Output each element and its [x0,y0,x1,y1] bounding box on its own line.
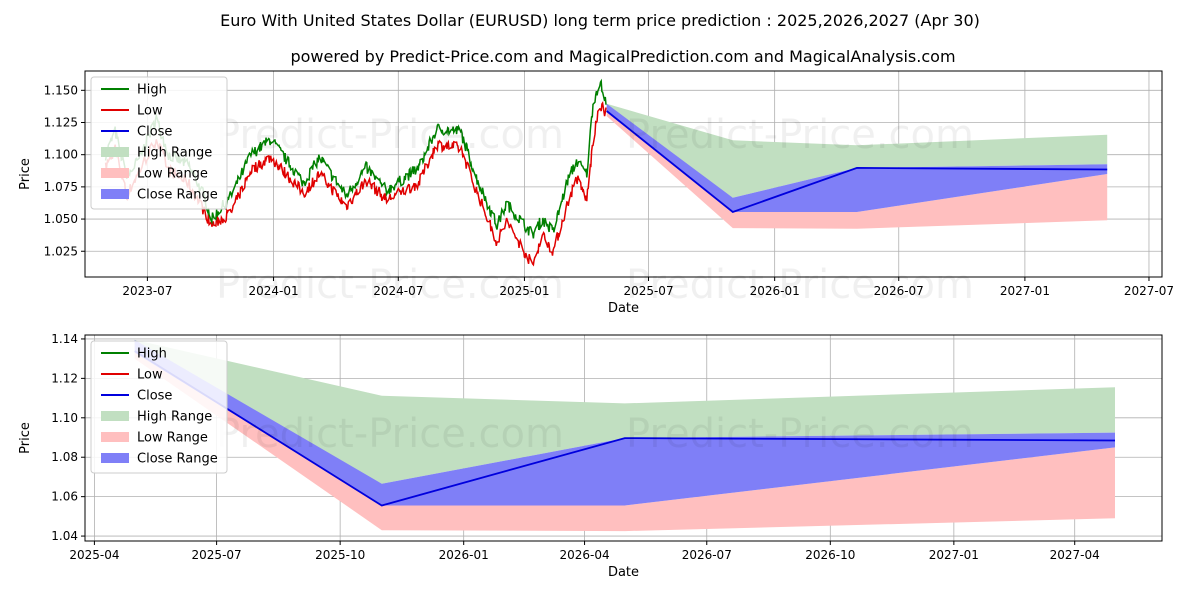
upper-chart-panel: Predict-Price.com Predict-Price.com Predic… [18,70,1174,316]
y-tick-label: 1.125 [44,116,78,130]
legend-high-range-label: High Range [137,410,212,425]
legend-high-label: High [137,347,167,362]
x-tick-label: 2025-01 [499,284,549,298]
y-axis-label: Price [18,158,33,190]
x-tick-label: 2025-07 [192,548,242,562]
y-tick-label: 1.025 [44,244,78,258]
legend: High Low Close High Range Low Range Close Ran… [90,340,228,474]
legend-close-range-swatch [101,189,129,199]
low-range-band [606,111,1108,229]
chart-title: Euro With United States Dollar (EURUSD) … [220,11,980,30]
x-axis-label: Date [608,301,639,316]
low-range-band [134,351,1115,532]
x-tick-label: 2026-01 [439,548,489,562]
legend-high-range-swatch [101,147,129,157]
x-tick-label: 2027-01 [929,548,979,562]
y-tick-label: 1.04 [51,529,78,543]
legend-close-range-swatch [101,453,129,463]
legend-high-range-swatch [101,411,129,421]
x-tick-label: 2024-01 [248,284,298,298]
close-range-band [134,339,1115,506]
y-axis-label: Price [18,422,33,454]
x-tick-label: 2025-07 [623,284,673,298]
legend-low-label: Low [137,104,163,119]
high-range-band [606,103,1108,198]
high-range-band [134,339,1115,484]
legend-low-label: Low [137,368,163,383]
y-tick-label: 1.050 [44,212,78,226]
watermark-text: Predict-Price.com [216,411,564,457]
axes-frame [84,70,1163,278]
close-range-band [606,103,1108,212]
close-forecast-line [134,350,1116,507]
lower-chart-panel: Predict-Price.com Predict-Price.com 2025-0… [18,332,1163,580]
y-tick-label: 1.08 [51,450,78,464]
legend-low-range-swatch [101,432,129,442]
legend-low-range-label: Low Range [137,167,208,182]
legend-close-range-label: Close Range [137,452,218,467]
watermark-text: Predict-Price.com [626,262,974,308]
legend-close-label: Close [137,125,172,140]
legend-high-range-label: High Range [137,146,212,161]
legend-low-range-label: Low Range [137,431,208,446]
y-tick-label: 1.14 [51,332,78,346]
watermark-text: Predict-Price.com [216,262,564,308]
x-tick-label: 2024-07 [373,284,423,298]
chart-subtitle: powered by Predict-Price.com and Magical… [290,47,955,66]
y-tick-label: 1.10 [51,411,78,425]
legend-close-label: Close [137,389,172,404]
x-tick-label: 2026-07 [682,548,732,562]
y-tick-label: 1.150 [44,83,78,97]
legend-high-label: High [137,83,167,98]
x-tick-label: 2026-07 [874,284,924,298]
legend: High Low Close High Range Low Range Close Ran… [90,76,228,210]
x-axis-label: Date [608,565,639,580]
watermark-text: Predict-Price.com [626,411,974,457]
x-tick-label: 2026-01 [750,284,800,298]
legend-low-range-swatch [101,168,129,178]
x-tick-label: 2025-04 [69,548,119,562]
axes-frame [84,334,1163,542]
x-tick-label: 2023-07 [122,284,172,298]
x-tick-label: 2026-10 [805,548,855,562]
y-tick-label: 1.06 [51,490,78,504]
x-tick-label: 2027-04 [1050,548,1100,562]
legend-close-range-label: Close Range [137,188,218,203]
y-tick-label: 1.100 [44,148,78,162]
y-tick-label: 1.12 [51,371,78,385]
watermark-text: Predict-Price.com [216,112,564,158]
close-forecast-line [606,110,1108,214]
x-tick-label: 2027-01 [1000,284,1050,298]
x-tick-label: 2027-07 [1124,284,1174,298]
x-tick-label: 2025-10 [315,548,365,562]
y-tick-label: 1.075 [44,180,78,194]
x-tick-label: 2026-04 [559,548,609,562]
watermark-text: Predict-Price.com [626,112,974,158]
